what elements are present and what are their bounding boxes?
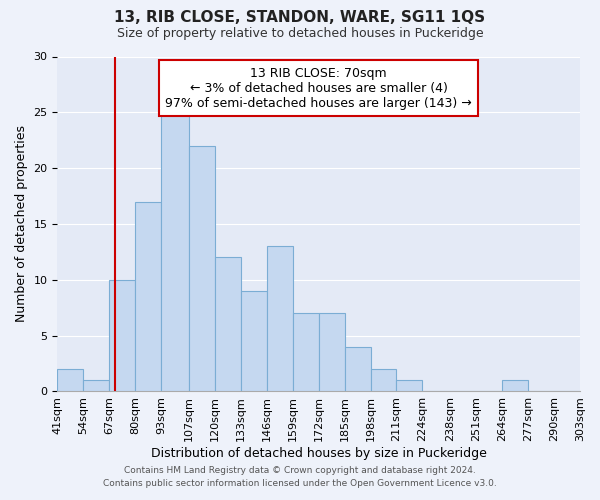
X-axis label: Distribution of detached houses by size in Puckeridge: Distribution of detached houses by size … xyxy=(151,447,487,460)
Bar xyxy=(189,146,215,392)
Bar xyxy=(215,258,241,392)
Bar xyxy=(83,380,109,392)
Bar xyxy=(58,369,83,392)
Bar xyxy=(319,314,344,392)
Bar xyxy=(267,246,293,392)
Text: Size of property relative to detached houses in Puckeridge: Size of property relative to detached ho… xyxy=(116,28,484,40)
Bar xyxy=(344,347,371,392)
Bar xyxy=(397,380,422,392)
Bar xyxy=(502,380,528,392)
Y-axis label: Number of detached properties: Number of detached properties xyxy=(15,126,28,322)
Bar xyxy=(161,112,189,392)
Bar xyxy=(135,202,161,392)
Text: 13, RIB CLOSE, STANDON, WARE, SG11 1QS: 13, RIB CLOSE, STANDON, WARE, SG11 1QS xyxy=(115,10,485,25)
Bar xyxy=(371,369,397,392)
Bar xyxy=(241,291,267,392)
Text: 13 RIB CLOSE: 70sqm
← 3% of detached houses are smaller (4)
97% of semi-detached: 13 RIB CLOSE: 70sqm ← 3% of detached hou… xyxy=(166,66,472,110)
Bar xyxy=(293,314,319,392)
Text: Contains HM Land Registry data © Crown copyright and database right 2024.
Contai: Contains HM Land Registry data © Crown c… xyxy=(103,466,497,487)
Bar xyxy=(109,280,135,392)
